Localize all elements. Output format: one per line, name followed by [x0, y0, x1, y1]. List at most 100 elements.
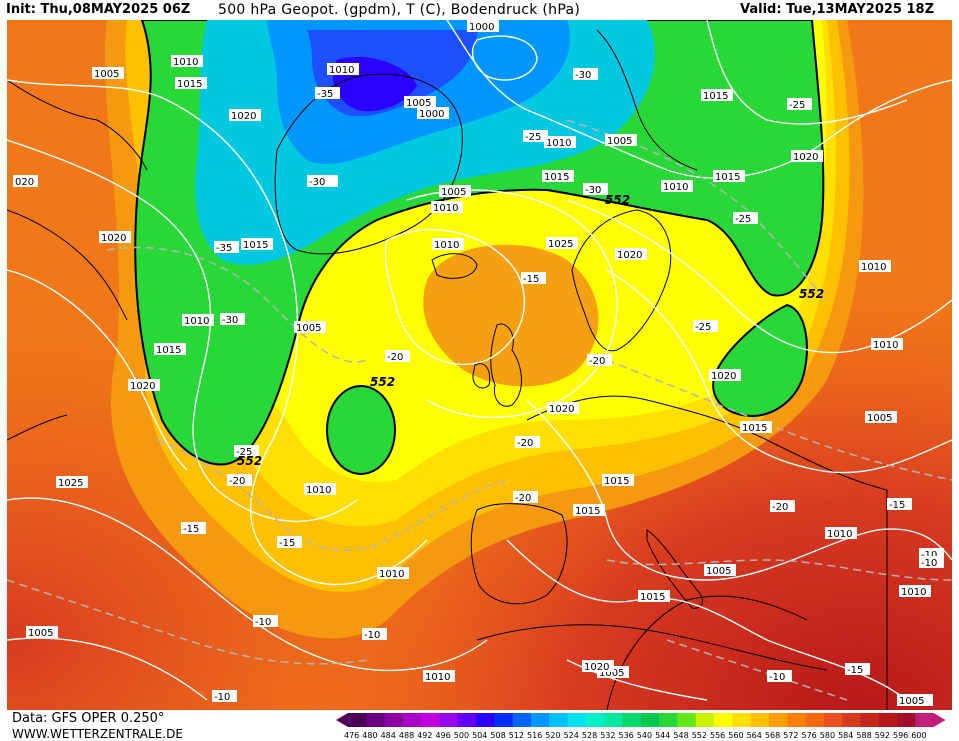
isobar-line [384, 228, 526, 365]
website-label: WWW.WETTERZENTRALE.DE [12, 727, 183, 741]
scale-tick-label: 504 [472, 731, 487, 740]
pressure-label: 1020 [709, 369, 741, 382]
label-text: 1015 [156, 345, 181, 356]
label-box [277, 536, 302, 548]
label-box [56, 476, 88, 488]
isobars [7, 20, 952, 701]
scale-swatch [640, 713, 660, 727]
label-box [582, 660, 614, 672]
scale-tick-label: 496 [436, 731, 451, 740]
label-text: 1020 [130, 381, 155, 392]
temperature-label: -20 [587, 354, 612, 367]
pressure-label: 1015 [241, 238, 273, 251]
chart-header: Init: Thu,08MAY2025 06Z 500 hPa Geopot. … [0, 0, 959, 20]
label-text: -20 [515, 493, 531, 504]
isobar-line [506, 539, 908, 701]
scale-swatch [823, 713, 843, 727]
label-box [542, 170, 574, 182]
label-text: 1010 [173, 57, 198, 68]
isobar-line [706, 20, 908, 125]
isobar-line [446, 20, 952, 179]
temperature-label: -25 [523, 130, 548, 143]
temperature-label: -15 [277, 536, 302, 549]
label-box [99, 231, 131, 243]
coastline-north-africa [476, 624, 828, 671]
pressure-label: 1010 [899, 585, 931, 598]
label-box [767, 670, 792, 682]
label-text: 1005 [28, 628, 53, 639]
pressure-label: 1020 [128, 379, 160, 392]
label-box [304, 483, 336, 495]
label-box [713, 170, 745, 182]
temperature-label: -20 [227, 474, 252, 487]
scale-tick-label: 520 [545, 731, 560, 740]
label-box [467, 20, 499, 32]
scale-tick-label: 572 [783, 731, 798, 740]
label-text: -15 [889, 500, 905, 511]
scale-swatch [402, 713, 422, 727]
isobar-line [7, 79, 428, 586]
label-text: 1015 [243, 240, 268, 251]
label-text: 1020 [617, 250, 642, 261]
label-box [229, 109, 261, 121]
pressure-label: 1010 [859, 260, 891, 273]
label-text: -20 [517, 438, 533, 449]
label-box [212, 690, 237, 702]
geopotential-label: 552 [370, 375, 395, 389]
pressure-label: 1020 [99, 231, 131, 244]
label-box [13, 175, 38, 187]
scale-swatch [585, 713, 605, 727]
scale-swatch [732, 713, 752, 727]
coastline-iceland [431, 253, 478, 279]
isobar-line [406, 189, 618, 419]
coastline-north-america [7, 79, 148, 441]
scale-swatch [878, 713, 898, 727]
label-text: -10 [921, 558, 937, 569]
label-box [865, 411, 897, 423]
label-box [899, 585, 931, 597]
temperature-label: -35 [214, 241, 239, 254]
scale-tick-label: 524 [564, 731, 579, 740]
isotherm-line [606, 559, 952, 581]
pressure-label: 1015 [638, 590, 670, 603]
label-box [583, 183, 608, 195]
label-text: -10 [921, 550, 937, 561]
label-text: -20 [387, 352, 403, 363]
label-box [181, 522, 206, 534]
label-text: 1010 [663, 182, 688, 193]
label-text: 1020 [101, 233, 126, 244]
label-box [214, 241, 239, 253]
label-text: -25 [735, 214, 751, 225]
isotherm-line [606, 359, 952, 481]
pressure-label: 1015 [154, 343, 186, 356]
scale-tick-label: 544 [655, 731, 670, 740]
label-text: 1005 [406, 98, 431, 109]
scale-tick-label: 532 [600, 731, 615, 740]
label-text: 1020 [231, 111, 256, 122]
temperature-label: -10 [919, 556, 944, 569]
label-text: 1005 [899, 696, 924, 707]
label-box [404, 96, 436, 108]
color-scale-labels: 476 480 484 488 492 496 500 504 508 512 516 520 524 5… [344, 731, 927, 740]
temperature-label: -30 [583, 183, 608, 196]
coastlines [7, 29, 888, 710]
pressure-label: 1005 [865, 411, 897, 424]
label-box [605, 134, 637, 146]
scale-swatch [787, 713, 806, 727]
temperature-label: -10 [767, 670, 792, 683]
isotherm-line [666, 639, 848, 701]
label-box [709, 369, 741, 381]
temperature-label: -15 [887, 498, 912, 511]
label-text: -10 [364, 630, 380, 641]
label-box [128, 379, 160, 391]
coastline-ireland [472, 363, 491, 389]
label-text: 1015 [177, 79, 202, 90]
pressure-label: 1010 [182, 314, 214, 327]
isobar-line [7, 637, 208, 701]
isobar-line [566, 659, 708, 701]
scale-tick-label: 492 [417, 731, 432, 740]
label-box [513, 491, 538, 503]
temperature-label: -10 [253, 615, 278, 628]
scale-swatch [714, 713, 733, 727]
label-text: 1025 [548, 239, 573, 250]
